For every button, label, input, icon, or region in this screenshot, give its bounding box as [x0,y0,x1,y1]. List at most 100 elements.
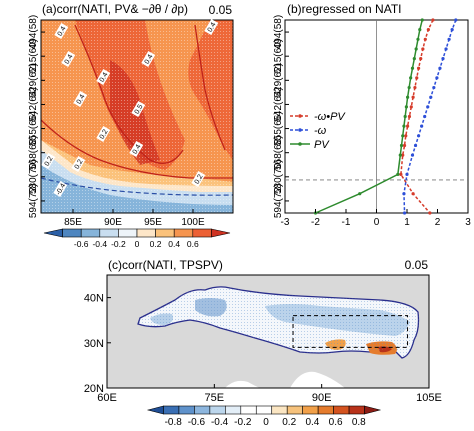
panel-c-colorbar-swatch [255,405,273,415]
panel-a-stipple [41,20,233,213]
panel-a-y-tick-label: 515(60) [28,39,39,73]
panel-b-data-point [428,211,432,215]
panel-a-y-tick-label: 542(64) [28,87,39,121]
panel-b-data-point [405,172,409,176]
panel-b-data-point [419,57,423,61]
panel-c-y-tick-label: 30N [84,338,104,350]
panel-b-data-point [411,192,415,196]
panel-a-contour-label: 0.2 [96,125,111,143]
panel-c-colorbar-swatch [286,405,303,415]
panel-a-frame [40,19,234,214]
panel-b-data-point [406,124,410,128]
panel-c-colorbar-swatch [364,405,382,415]
panel-a-y-ticks: 494(58)515(60)529(62)542(64)555(66)568(6… [28,15,45,218]
panel-b-data-point [420,18,424,22]
panel-b-data-point [402,192,406,196]
panel-b-data-point [418,28,422,32]
panel-a-colorbar-swatch [192,228,212,238]
panel-a-contour-label: 0.2 [71,155,86,173]
panel-b-data-point [454,18,458,22]
panel-b-series-line [403,19,457,214]
panel-b-data-point [407,85,411,90]
panel-c-colorbar: -0.8 -0.6 -0.4 -0.2 0 0.2 0.4 0.6 0.8 [146,405,382,428]
panel-a-contour-label-bg [141,50,156,68]
panel-b-data-point [409,76,413,80]
panel-a-y-tick-label: 580(70) [28,160,39,194]
panel-b-data-point [429,95,433,99]
panel-c-colorbar-tick-label: -0.8 [165,417,183,428]
panel-b-data-point [411,95,415,99]
panel-a-colorbar-swatch [62,228,82,238]
panel-c-map [107,275,429,388]
panel-c-x-ticks: 60E 75E 90E 105E [97,384,442,404]
panel-b-legend-label: -ω [314,125,327,137]
panel-b-data-point [407,114,412,119]
panel-a-contour-3 [41,119,233,179]
panel-b-data-point [416,134,421,138]
panel-c-y-ticks: 20N 30N 40N [84,293,111,395]
panel-a-colorbar-swatch [99,228,119,238]
panel-c-colorbar-swatch [178,405,195,415]
panel-b-data-point [438,66,442,70]
panel-c-colorbar-swatch [271,405,288,415]
panel-b-title: (b)regressed on NATI [287,2,402,16]
panel-c-colorbar-swatch [348,405,365,415]
panel-a-contour-label-text: 0.4 [99,71,110,83]
panel-a-y-tick-label: 594(72) [28,184,39,218]
panel-a-contour-label-bg [61,50,76,68]
panel-b-data-point [421,47,425,51]
panel-a-colorbar-tick-label: -0.2 [111,239,126,249]
panel-b-y-tick-label: 529(62) [273,63,284,97]
panel-b-data-point [404,134,408,138]
panel-b-y-tick-label: 542(64) [273,87,284,121]
panel-b-data-point [414,47,418,51]
panel-a-contour-label: 0.5 [131,100,146,118]
panel-c: (c)corr(NATI, TPSPV) 0.05 20N 30N 40N 60E 7… [84,258,442,428]
panel-a-contour-label-bg [54,22,69,40]
panel-a-colorbar-tick-label: -0.4 [92,239,107,249]
panel-a-colorbar-swatch [211,228,231,238]
panel-b-data-point [426,28,430,32]
panel-a-contour-label-bg [73,90,88,108]
panel-b-data-point [398,153,402,157]
panel-c-colorbar-tick-label: 0.2 [282,417,296,428]
panel-a-title: (a)corr(NATI, PV& −∂θ / ∂p) [42,2,188,16]
panel-b-data-point [423,114,427,119]
panel-b-y-ticks: 494(58)515(60)529(62)542(64)555(66)568(6… [273,15,289,218]
panel-c-colorbar-tick-label: 0.6 [329,417,343,428]
panel-b-series-line [315,19,423,214]
panel-c-colorbar-swatch [317,405,334,415]
panel-b-data-point [399,172,403,176]
panel-b-data-point [435,76,439,80]
panel-a-x-tick-label: 95E [144,217,162,228]
panel-b-data-point [416,66,421,70]
panel-c-colorbar-tick-label: 0 [263,417,269,428]
panel-b-data-point [447,37,451,41]
panel-b-data-point [401,153,405,157]
panel-b-data-point [409,105,413,109]
panel-c-colorbar-swatch [240,405,257,415]
panel-a-contour-label: 0.4 [204,18,219,36]
panel-b-y-tick-label: 568(68) [273,135,284,169]
panel-c-colorbar-swatch [163,405,180,415]
panel-b-data-point [426,105,430,109]
panel-b-data-point [412,57,416,61]
panel-b-x-ticks: -3 -2 -1 0 1 2 3 [281,209,471,228]
panel-c-ocean-sea [225,380,260,388]
panel-a-contour-neg [41,177,233,196]
panel-b-data-point [402,124,406,128]
panel-c-colorbar-swatch [209,405,226,415]
panel-c-colorbar-tick-label: -0.4 [211,417,229,428]
panel-c-frame [106,274,430,389]
panel-b-x-tick-label: -1 [342,217,351,228]
panel-b-y-tick-label: 594(72) [273,184,284,218]
panel-b-data-point [402,143,407,148]
panel-a-x-tick-label: 90E [104,217,122,228]
panel-c-x-tick-label: 90E [312,392,332,404]
panel-a-contour-label: 0.4 [73,90,88,108]
panel-b-data-point [441,57,445,61]
panel-a-colorbar-swatch [155,228,175,238]
panel-a-y-tick-label: 555(66) [28,111,39,145]
panel-c-colorbar-swatch [302,405,319,415]
